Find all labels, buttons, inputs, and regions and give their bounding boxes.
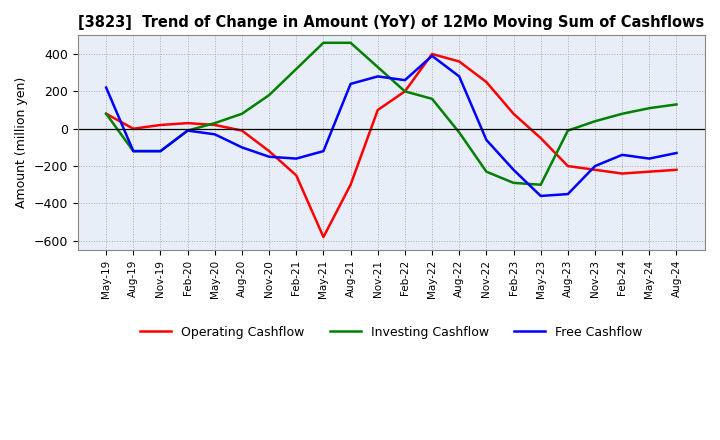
Free Cashflow <box>672 150 681 156</box>
Investing Cashflow <box>184 128 192 133</box>
Operating Cashflow <box>156 122 165 128</box>
Investing Cashflow <box>564 128 572 133</box>
Operating Cashflow <box>428 51 436 57</box>
Free Cashflow <box>129 148 138 154</box>
Legend: Operating Cashflow, Investing Cashflow, Free Cashflow: Operating Cashflow, Investing Cashflow, … <box>135 321 647 344</box>
Operating Cashflow <box>672 167 681 172</box>
Investing Cashflow <box>210 121 219 126</box>
Free Cashflow <box>455 74 464 79</box>
Free Cashflow <box>428 53 436 59</box>
Investing Cashflow <box>102 111 110 117</box>
Free Cashflow <box>319 148 328 154</box>
Investing Cashflow <box>590 119 599 124</box>
Operating Cashflow <box>590 167 599 172</box>
Free Cashflow <box>265 154 274 159</box>
Operating Cashflow <box>374 107 382 113</box>
Operating Cashflow <box>536 136 545 141</box>
Operating Cashflow <box>645 169 654 174</box>
Investing Cashflow <box>482 169 491 174</box>
Operating Cashflow <box>238 128 246 133</box>
Operating Cashflow <box>455 59 464 64</box>
Investing Cashflow <box>238 111 246 117</box>
Investing Cashflow <box>346 40 355 45</box>
Operating Cashflow <box>482 79 491 84</box>
Operating Cashflow <box>618 171 626 176</box>
Investing Cashflow <box>536 182 545 187</box>
Investing Cashflow <box>455 130 464 135</box>
Free Cashflow <box>618 152 626 158</box>
Investing Cashflow <box>428 96 436 102</box>
Line: Investing Cashflow: Investing Cashflow <box>106 43 677 185</box>
Free Cashflow <box>102 85 110 90</box>
Free Cashflow <box>564 191 572 197</box>
Investing Cashflow <box>672 102 681 107</box>
Operating Cashflow <box>346 182 355 187</box>
Operating Cashflow <box>292 173 300 178</box>
Investing Cashflow <box>319 40 328 45</box>
Free Cashflow <box>346 81 355 87</box>
Investing Cashflow <box>618 111 626 117</box>
Investing Cashflow <box>129 148 138 154</box>
Title: [3823]  Trend of Change in Amount (YoY) of 12Mo Moving Sum of Cashflows: [3823] Trend of Change in Amount (YoY) o… <box>78 15 704 30</box>
Operating Cashflow <box>129 126 138 132</box>
Investing Cashflow <box>374 64 382 70</box>
Free Cashflow <box>374 74 382 79</box>
Free Cashflow <box>292 156 300 161</box>
Free Cashflow <box>645 156 654 161</box>
Free Cashflow <box>210 132 219 137</box>
Operating Cashflow <box>319 235 328 240</box>
Operating Cashflow <box>102 111 110 117</box>
Investing Cashflow <box>156 148 165 154</box>
Free Cashflow <box>238 145 246 150</box>
Free Cashflow <box>482 137 491 143</box>
Line: Operating Cashflow: Operating Cashflow <box>106 54 677 237</box>
Operating Cashflow <box>265 148 274 154</box>
Investing Cashflow <box>645 106 654 111</box>
Investing Cashflow <box>265 92 274 98</box>
Free Cashflow <box>156 148 165 154</box>
Operating Cashflow <box>564 163 572 169</box>
Y-axis label: Amount (million yen): Amount (million yen) <box>15 77 28 209</box>
Investing Cashflow <box>400 89 409 94</box>
Operating Cashflow <box>184 121 192 126</box>
Investing Cashflow <box>292 66 300 72</box>
Free Cashflow <box>536 193 545 198</box>
Free Cashflow <box>590 163 599 169</box>
Line: Free Cashflow: Free Cashflow <box>106 56 677 196</box>
Operating Cashflow <box>400 89 409 94</box>
Operating Cashflow <box>509 111 518 117</box>
Investing Cashflow <box>509 180 518 186</box>
Free Cashflow <box>400 77 409 83</box>
Free Cashflow <box>184 128 192 133</box>
Operating Cashflow <box>210 122 219 128</box>
Free Cashflow <box>509 167 518 172</box>
